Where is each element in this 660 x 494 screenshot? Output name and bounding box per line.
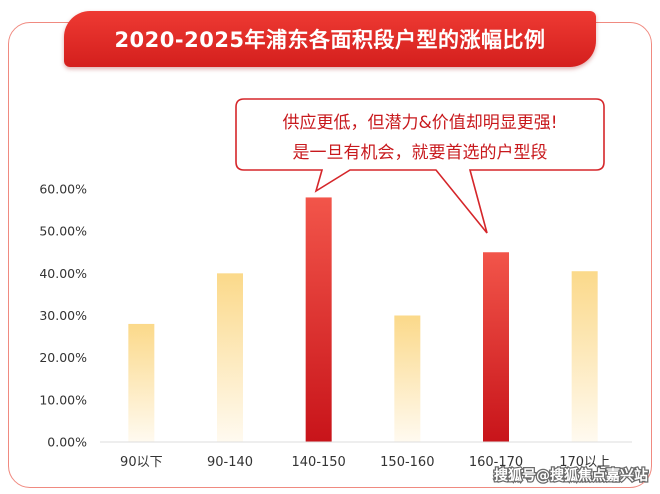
y-tick-label: 60.00%	[39, 182, 87, 197]
x-tick-label: 150-160	[380, 455, 434, 470]
callout-line-1: 供应更低，但潜力&价值却明显更强!	[282, 113, 557, 133]
bar-90以下	[128, 323, 155, 442]
chart-title: 2020-2025年浦东各面积段户型的涨幅比例	[114, 28, 546, 52]
watermark: 搜狐号@搜狐焦点嘉兴站	[493, 466, 650, 486]
y-axis: 0.00% 10.00% 20.00% 30.00% 40.00% 50.00% 60.00…	[39, 182, 87, 450]
y-tick-label: 50.00%	[39, 224, 87, 239]
callout-line-2: 是一旦有机会，就要首选的户型段	[293, 143, 548, 163]
x-tick-label: 170以上	[559, 455, 610, 470]
bar-170以上	[571, 271, 598, 442]
y-tick-label: 20.00%	[39, 350, 87, 365]
title-banner: 2020-2025年浦东各面积段户型的涨幅比例	[64, 11, 596, 67]
watermark-text: 搜狐号@搜狐焦点嘉兴站	[494, 467, 648, 484]
bars	[128, 197, 598, 442]
x-axis: 90以下 90-140 140-150 150-160 160-170 170以上	[120, 455, 610, 470]
bar-140-150	[305, 197, 332, 442]
bar-160-170	[483, 252, 509, 442]
x-tick-label: 90以下	[120, 455, 163, 470]
y-tick-label: 0.00%	[47, 435, 87, 450]
y-tick-label: 10.00%	[39, 392, 87, 407]
y-tick-label: 40.00%	[39, 266, 87, 281]
x-tick-label: 160-170	[469, 455, 523, 470]
x-tick-label: 90-140	[207, 455, 253, 470]
bar-90-140	[217, 273, 243, 442]
y-tick-label: 30.00%	[39, 308, 87, 323]
x-tick-label: 140-150	[292, 455, 346, 470]
bar-150-160	[394, 315, 421, 442]
callout-bubble: 供应更低，但潜力&价值却明显更强! 是一旦有机会，就要首选的户型段	[235, 98, 605, 234]
